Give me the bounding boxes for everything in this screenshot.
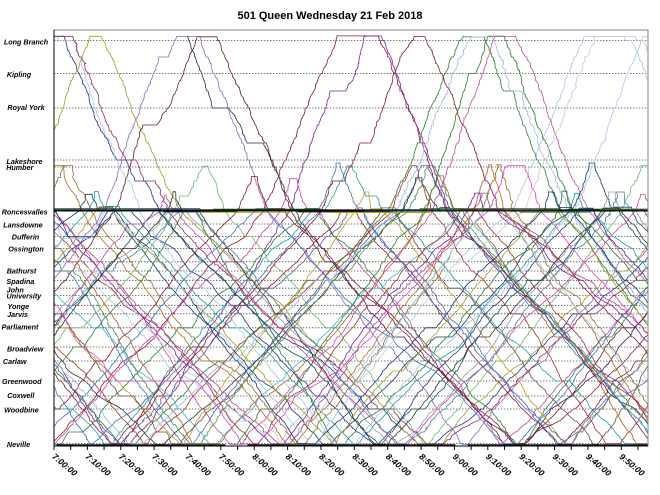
svg-text:Greenwood: Greenwood bbox=[2, 377, 42, 386]
svg-text:Coxwell: Coxwell bbox=[7, 391, 35, 400]
svg-text:Humber: Humber bbox=[6, 163, 34, 172]
svg-text:Ossington: Ossington bbox=[8, 244, 44, 253]
svg-text:Parliament: Parliament bbox=[2, 323, 39, 332]
svg-text:Carlaw: Carlaw bbox=[3, 357, 27, 366]
svg-text:Neville: Neville bbox=[7, 440, 30, 449]
svg-text:Lakeshore: Lakeshore bbox=[7, 157, 43, 166]
svg-text:Bathurst: Bathurst bbox=[7, 267, 37, 276]
svg-text:John: John bbox=[7, 286, 25, 295]
svg-text:Royal York: Royal York bbox=[7, 103, 45, 112]
svg-text:Woodbine: Woodbine bbox=[4, 405, 39, 414]
svg-text:Spadina: Spadina bbox=[6, 277, 34, 286]
svg-text:501 Queen Wednesday 21 Feb 201: 501 Queen Wednesday 21 Feb 2018 bbox=[237, 10, 422, 22]
svg-text:Kipling: Kipling bbox=[7, 70, 32, 79]
svg-text:Roncesvalles: Roncesvalles bbox=[2, 208, 48, 217]
svg-text:Long Branch: Long Branch bbox=[4, 38, 49, 47]
svg-text:Broadview: Broadview bbox=[7, 344, 44, 353]
svg-text:Dufferin: Dufferin bbox=[12, 233, 40, 242]
svg-text:Jarvis: Jarvis bbox=[7, 310, 28, 319]
svg-text:Lansdowne: Lansdowne bbox=[3, 221, 43, 230]
svg-text:Yonge: Yonge bbox=[7, 302, 29, 311]
svg-text:University: University bbox=[7, 292, 43, 301]
